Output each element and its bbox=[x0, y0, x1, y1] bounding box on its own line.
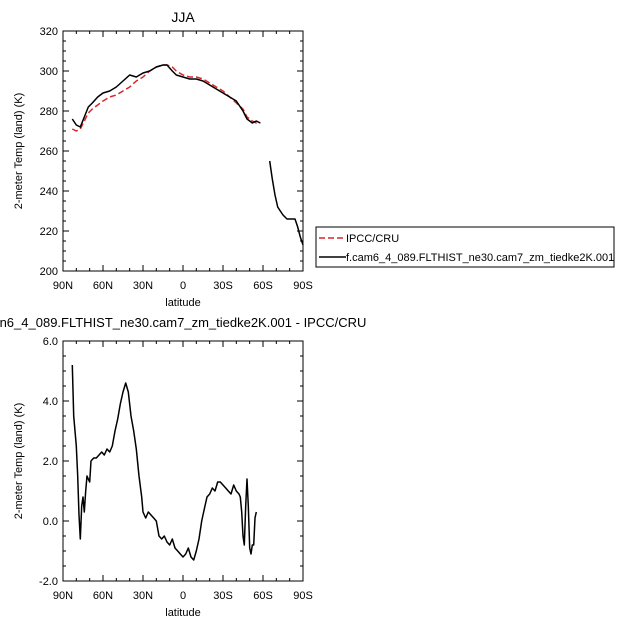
x-tick-label: 60S bbox=[253, 590, 273, 602]
x-axis-label: latitude bbox=[165, 297, 200, 309]
x-tick-label: 30S bbox=[213, 280, 233, 292]
y-tick-label: 320 bbox=[40, 26, 58, 38]
y-tick-label: 220 bbox=[40, 226, 58, 238]
chart-difference: n6_4_089.FLTHIST_ne30.cam7_zm_tiedke2K.0… bbox=[0, 315, 366, 619]
legend-label-0: IPCC/CRU bbox=[346, 233, 399, 245]
series-line-1-segment-0 bbox=[71, 64, 261, 128]
legend-box bbox=[315, 226, 615, 268]
x-tick-label: 30N bbox=[133, 590, 153, 602]
legend: IPCC/CRU f.cam6_4_089.FLTHIST_ne30.cam7_z… bbox=[315, 226, 615, 268]
x-tick-label: 0 bbox=[180, 280, 186, 292]
series-line-1-segment-1 bbox=[268, 160, 304, 246]
series-line-0-segment-0 bbox=[71, 364, 258, 561]
chart-jja: JJA 90N 60N 30N 0 30S 60S 90S 200 220 240 260 280 300… bbox=[13, 9, 313, 309]
x-tick-label: 60N bbox=[93, 590, 113, 602]
y-tick-label: 2.0 bbox=[43, 456, 58, 468]
y-axis-label: 2-meter Temp (land) (K) bbox=[13, 93, 25, 210]
y-tick-label: 200 bbox=[40, 266, 58, 278]
y-tick-label: 260 bbox=[40, 146, 58, 158]
x-axis-label: latitude bbox=[165, 607, 200, 619]
x-tick-label: 60S bbox=[253, 280, 273, 292]
x-tick-label: 30S bbox=[213, 590, 233, 602]
y-tick-label: 0.0 bbox=[43, 516, 58, 528]
x-tick-label: 90N bbox=[53, 590, 73, 602]
y-tick-label: 300 bbox=[40, 66, 58, 78]
x-tick-label: 30N bbox=[133, 280, 153, 292]
legend-label-1: f.cam6_4_089.FLTHIST_ne30.cam7_zm_tiedke… bbox=[346, 252, 614, 264]
x-tick-label: 90S bbox=[293, 280, 313, 292]
y-tick-label: 4.0 bbox=[43, 396, 58, 408]
y-tick-label: 280 bbox=[40, 106, 58, 118]
x-tick-label: 90S bbox=[293, 590, 313, 602]
x-tick-label: 0 bbox=[180, 590, 186, 602]
plot-frame bbox=[62, 340, 304, 582]
y-axis-label: 2-meter Temp (land) (K) bbox=[13, 403, 25, 520]
plot-frame bbox=[62, 30, 304, 272]
chart-title: n6_4_089.FLTHIST_ne30.cam7_zm_tiedke2K.0… bbox=[0, 315, 366, 330]
x-tick-label: 60N bbox=[93, 280, 113, 292]
x-tick-label: 90N bbox=[53, 280, 73, 292]
y-tick-label: 240 bbox=[40, 186, 58, 198]
y-tick-label: 6.0 bbox=[43, 336, 58, 348]
y-tick-label: -2.0 bbox=[39, 576, 58, 588]
chart-title: JJA bbox=[171, 9, 195, 25]
